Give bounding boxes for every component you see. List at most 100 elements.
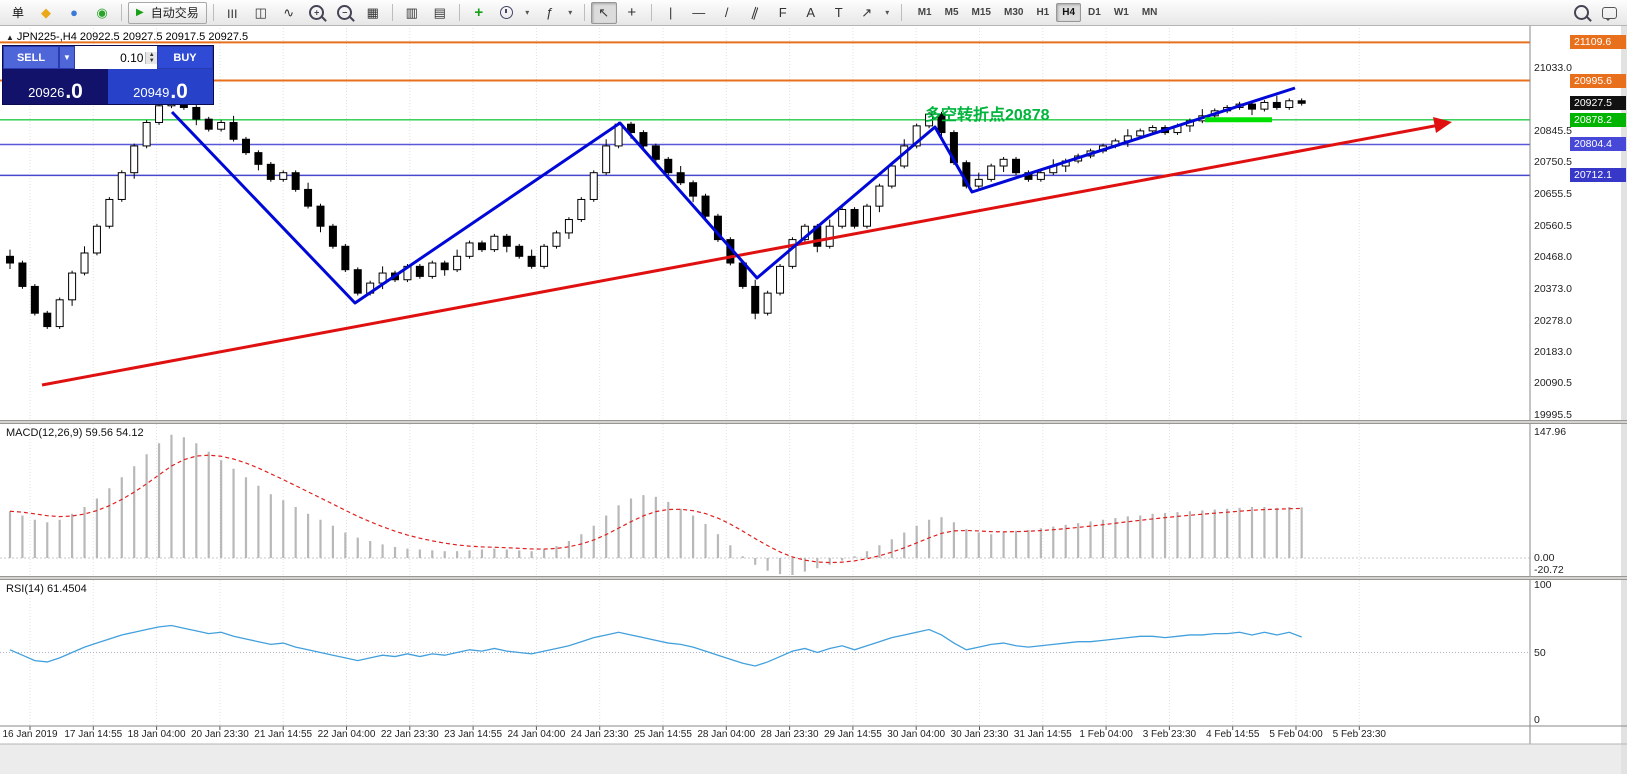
time-axis-label: 16 Jan 2019 [2, 729, 58, 740]
sell-button[interactable]: SELL [3, 46, 59, 69]
pane-separator[interactable] [0, 420, 1627, 424]
tile-windows-icon[interactable]: ▦ [366, 4, 379, 20]
fibonacci-icon[interactable]: F [778, 5, 787, 20]
sell-price[interactable]: 20926.0 [3, 69, 108, 104]
price-tag: 21109.6 [1570, 35, 1626, 50]
price-axis-label: 20090.5 [1534, 377, 1572, 390]
time-axis-label: 28 Jan 23:30 [760, 729, 819, 740]
price-axis-label: 20183.0 [1534, 346, 1572, 359]
cascade-windows-icon[interactable]: ▤ [433, 4, 446, 20]
time-axis-label: 25 Jan 14:55 [634, 729, 692, 740]
time-axis-label: 30 Jan 04:00 [887, 729, 946, 740]
toolbar-separator [583, 4, 585, 21]
search-icon[interactable] [1568, 2, 1594, 24]
label-icon[interactable]: T [834, 5, 843, 20]
time-axis-label: 30 Jan 23:30 [950, 729, 1009, 740]
time-axis-label: 5 Feb 23:30 [1332, 729, 1386, 740]
vertical-line-icon[interactable]: | [669, 5, 673, 20]
time-axis-label: 3 Feb 23:30 [1142, 729, 1197, 740]
spin-down-icon[interactable]: ▼ [148, 57, 155, 64]
bar-chart-icon[interactable]: ||| [227, 7, 238, 18]
rsi-axis-label: 0 [1534, 714, 1540, 726]
volume-box: ▲ ▼ [75, 46, 157, 69]
chart-title-text: JPN225-,H4 20922.5 20927.5 20917.5 20927… [16, 31, 249, 43]
timeframe-button-m15[interactable]: M15 [971, 7, 991, 18]
trendline-icon[interactable]: / [724, 5, 729, 20]
spin-up-icon[interactable]: ▲ [148, 51, 155, 58]
channel-icon[interactable]: ∥ [749, 3, 761, 21]
text-icon[interactable]: A [806, 5, 816, 20]
zoom-in-icon[interactable]: + [304, 2, 330, 24]
buy-button[interactable]: BUY [157, 46, 213, 69]
volume-dropdown-icon[interactable]: ▼ [59, 46, 75, 69]
pane-separator[interactable] [0, 576, 1627, 580]
strategy-tester-icon[interactable] [494, 2, 520, 24]
profiles-icon[interactable]: ● [70, 5, 78, 20]
time-axis-label: 1 Feb 04:00 [1079, 729, 1133, 740]
buy-price[interactable]: 20949.0 [108, 69, 213, 104]
toolbar-separator [650, 4, 652, 21]
chart-title: ▲ JPN225-,H4 20922.5 20927.5 20917.5 2092… [6, 31, 248, 43]
timeframe-button-w1[interactable]: W1 [1113, 7, 1129, 18]
timeframe-button-h1[interactable]: H1 [1036, 7, 1050, 18]
price-axis-label: 20655.5 [1534, 188, 1572, 201]
rsi-axis-label: 100 [1534, 579, 1552, 591]
info-icon[interactable]: ◉ [96, 4, 108, 20]
macd-axis-label: -20.72 [1534, 564, 1564, 576]
time-axis-label: 17 Jan 14:55 [64, 729, 123, 740]
time-axis-label: 5 Feb 04:00 [1269, 729, 1323, 740]
price-tag: 20712.1 [1570, 168, 1626, 183]
new-order-icon[interactable]: + [474, 4, 484, 21]
timeframe-button-m30[interactable]: M30 [1003, 7, 1024, 18]
chart-annotation: 多空转折点20878 [925, 107, 1050, 124]
candlestick-chart-icon[interactable]: ◫ [254, 4, 267, 20]
tester-dropdown-icon[interactable]: ▾ [525, 8, 530, 17]
cursor-icon[interactable]: ↖ [590, 1, 617, 24]
buy-price-big: .0 [170, 80, 188, 103]
time-axis-label: 29 Jan 14:55 [823, 729, 882, 740]
time-axis-label: 20 Jan 23:30 [190, 729, 249, 740]
time-axis-label: 21 Jan 14:55 [254, 729, 313, 740]
time-axis-label: 18 Jan 04:00 [127, 729, 186, 740]
timeframe-button-mn[interactable]: MN [1141, 7, 1158, 18]
price-axis-label: 20560.5 [1534, 220, 1572, 233]
timeframe-button-m1[interactable]: M1 [917, 7, 932, 18]
indicators-dropdown-icon[interactable]: ▾ [568, 8, 573, 17]
macd-label: MACD(12,26,9) 59.56 54.12 [6, 427, 144, 439]
sell-price-main: 20926 [28, 85, 65, 100]
chat-icon[interactable] [1596, 2, 1622, 24]
macd-axis-label: 0.00 [1534, 552, 1555, 564]
order-icon[interactable]: 单 [11, 6, 24, 20]
time-axis-label: 23 Jan 14:55 [444, 729, 502, 740]
toolbar-separator [212, 4, 214, 21]
volume-input[interactable] [75, 50, 146, 65]
horizontal-line-icon[interactable]: — [692, 5, 706, 20]
arrows-icon[interactable]: ↗ [861, 4, 873, 20]
new-chart-icon[interactable]: ◆ [41, 4, 51, 20]
price-tag: 20804.4 [1570, 137, 1626, 152]
indicators-icon[interactable]: ƒ [546, 5, 554, 20]
arrange-windows-icon[interactable]: ▥ [405, 4, 418, 20]
timeframe-group: M1 M5 M15 M30 H1 H4 D1 W1 MN [912, 3, 1164, 22]
zoom-out-icon[interactable]: − [332, 2, 358, 24]
time-axis-label: 31 Jan 14:55 [1013, 729, 1072, 740]
rsi-label: RSI(14) 61.4504 [6, 583, 87, 595]
timeframe-button-h4[interactable]: H4 [1056, 3, 1082, 22]
time-axis-label: 24 Jan 04:00 [507, 729, 566, 740]
rsi-axis-label: 50 [1534, 646, 1546, 659]
arrows-dropdown-icon[interactable]: ▾ [885, 8, 890, 17]
timeframe-button-d1[interactable]: D1 [1088, 7, 1101, 18]
time-axis-label: 28 Jan 04:00 [697, 729, 756, 740]
price-axis-label: 20845.5 [1534, 124, 1572, 137]
time-axis-label: 4 Feb 14:55 [1206, 729, 1260, 740]
auto-trading-button[interactable]: ▶ 自动交易 [128, 1, 207, 24]
line-chart-icon[interactable]: ∿ [283, 4, 295, 20]
volume-spinner[interactable]: ▲ ▼ [145, 51, 157, 64]
toolbar-separator [900, 4, 902, 21]
buy-price-main: 20949 [133, 85, 170, 100]
toolbar: 单 ◆ ● ◉ ▶ 自动交易 ||| ◫ ∿ + − ▦ ▥ ▤ + ▾ ƒ ▾ ↖ + | — / ∥ F A T ↗ ▾ M1 M5 M1… [0, 0, 1627, 26]
timeframe-button-m5[interactable]: M5 [944, 7, 959, 18]
crosshair-icon[interactable]: + [627, 4, 637, 21]
price-axis-label: 21033.0 [1534, 62, 1572, 74]
